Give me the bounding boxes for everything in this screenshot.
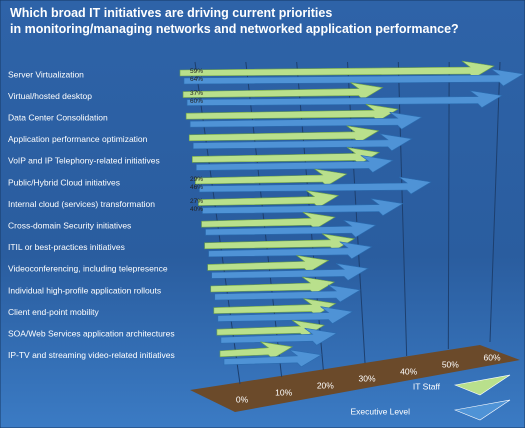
executive-bar — [205, 219, 377, 238]
executive-bar — [199, 176, 432, 195]
it-staff-bar — [207, 255, 330, 273]
it-staff-bar — [185, 103, 399, 122]
category-label: IP-TV and streaming video-related initia… — [8, 350, 175, 360]
it-staff-bar — [198, 190, 340, 208]
executive-bar — [196, 155, 394, 173]
category-label: SOA/Web Services application architectur… — [8, 328, 175, 338]
value-label: 46% — [190, 184, 203, 191]
x-tick-label: 40% — [400, 366, 417, 376]
category-label: Application performance optimization — [8, 134, 148, 144]
it-staff-bar — [210, 276, 336, 295]
it-staff-bar — [195, 168, 348, 187]
executive-bar — [220, 327, 338, 346]
category-label: VoIP and IP Telephony-related initiative… — [8, 156, 160, 166]
it-staff-bar — [201, 211, 336, 230]
x-tick-label: 50% — [442, 359, 459, 369]
legend-icon — [453, 399, 511, 421]
executive-bar — [217, 306, 354, 324]
category-label: Internal cloud (services) transformation — [8, 199, 155, 209]
value-label: 29% — [190, 176, 203, 183]
executive-bar — [186, 90, 503, 108]
x-tick-label: 0% — [236, 394, 249, 404]
grid-line — [489, 61, 501, 343]
it-staff-bar — [179, 60, 495, 79]
grid-line — [447, 61, 450, 350]
category-label: Client end-point mobility — [8, 307, 99, 317]
value-label: 40% — [190, 206, 203, 213]
value-label: 64% — [190, 76, 203, 83]
executive-bar — [183, 68, 525, 87]
x-tick-label: 30% — [358, 373, 375, 383]
executive-bar — [211, 263, 369, 281]
category-label: Public/Hybrid Cloud initiatives — [8, 177, 120, 187]
x-tick-label: 10% — [275, 387, 292, 397]
x-tick-label: 20% — [317, 380, 334, 390]
legend-label: IT Staff — [413, 381, 441, 391]
category-label: Videoconferencing, including telepresenc… — [8, 264, 168, 274]
value-label: 60% — [190, 98, 203, 105]
category-label: Individual high-profile application roll… — [8, 285, 161, 295]
executive-bar — [214, 284, 361, 303]
value-label: 27% — [190, 198, 203, 205]
executive-bar — [208, 241, 373, 260]
executive-bar — [192, 133, 413, 152]
legend-label: Executive Level — [350, 406, 410, 416]
legend-icon — [453, 374, 511, 396]
value-label: 59% — [190, 68, 203, 75]
executive-bar — [189, 111, 423, 130]
category-label: Cross-domain Security initiatives — [8, 220, 131, 230]
chart-title: Which broad IT initiatives are driving c… — [10, 6, 459, 36]
category-label: Virtual/hosted desktop — [8, 91, 92, 101]
executive-bar — [202, 198, 404, 216]
category-label: ITIL or best-practices initiatives — [8, 242, 125, 252]
executive-bar — [223, 349, 323, 368]
floor — [190, 345, 520, 412]
grid-line — [397, 61, 408, 357]
category-label: Data Center Consolidation — [8, 112, 108, 122]
value-label: 37% — [190, 90, 203, 97]
it-staff-bar — [182, 82, 384, 100]
it-staff-bar — [219, 341, 294, 360]
x-tick-label: 60% — [483, 352, 500, 362]
it-staff-bar — [188, 125, 380, 144]
category-label: Server Virtualization — [8, 69, 84, 79]
